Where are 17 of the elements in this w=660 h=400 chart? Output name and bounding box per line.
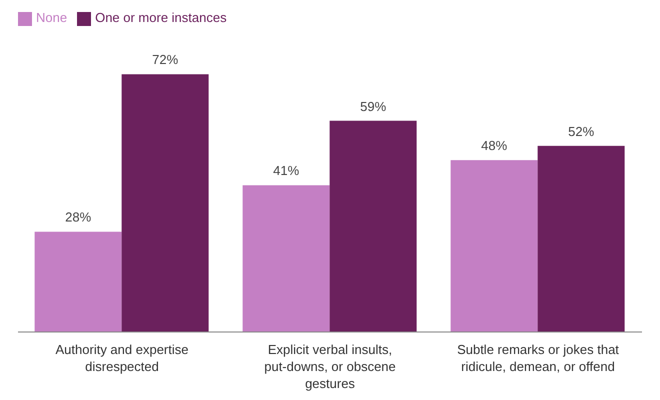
data-label: 48% <box>481 138 508 154</box>
data-label: 59% <box>360 98 387 114</box>
data-label: 52% <box>568 124 595 139</box>
data-label: 28% <box>65 210 92 225</box>
x-tick-label: Authority and expertise disrespected <box>56 342 188 374</box>
legend-label: None <box>36 10 68 25</box>
x-tick-label: Explicit verbal insults, put-downs, or obscene gestures <box>264 342 396 391</box>
bar <box>122 74 209 332</box>
bar <box>450 160 538 332</box>
x-tick-label: Subtle remarks or jokes that ridicule, demean, or offend <box>457 342 620 374</box>
data-label: 72% <box>152 52 179 68</box>
data-label: 41% <box>273 163 300 178</box>
bar <box>242 185 330 332</box>
bar <box>34 232 122 332</box>
bar <box>330 120 417 332</box>
bar <box>538 146 625 332</box>
legend-label: One or more instances <box>95 10 227 25</box>
